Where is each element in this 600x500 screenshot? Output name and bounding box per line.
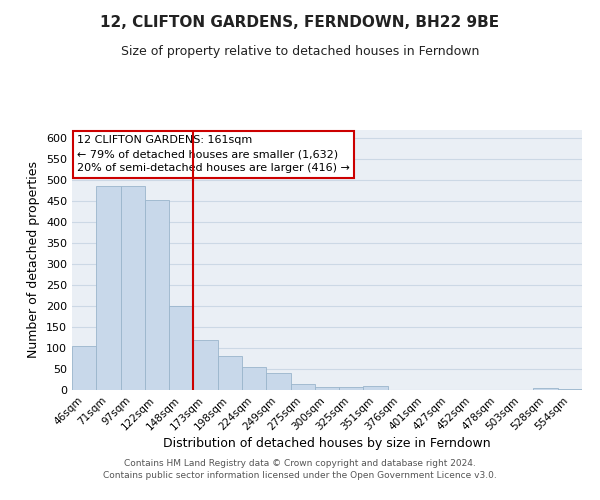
Bar (218, 356, 242, 390)
X-axis label: Distribution of detached houses by size in Ferndown: Distribution of detached houses by size … (163, 438, 491, 450)
Text: 12 CLIFTON GARDENS: 161sqm
← 79% of detached houses are smaller (1,632)
20% of s: 12 CLIFTON GARDENS: 161sqm ← 79% of deta… (77, 135, 350, 173)
Bar (145, 200, 169, 390)
Bar (72, 346, 96, 390)
Bar (266, 373, 290, 390)
Bar (193, 340, 218, 390)
Bar (121, 186, 145, 390)
Bar (169, 306, 193, 390)
Bar (558, 388, 582, 390)
Bar (242, 366, 266, 390)
Bar (315, 386, 339, 390)
Bar (96, 186, 121, 390)
Bar (533, 388, 558, 390)
Bar (339, 386, 364, 390)
Text: Size of property relative to detached houses in Ferndown: Size of property relative to detached ho… (121, 45, 479, 58)
Y-axis label: Number of detached properties: Number of detached properties (28, 162, 40, 358)
Text: Contains HM Land Registry data © Crown copyright and database right 2024.
Contai: Contains HM Land Registry data © Crown c… (103, 458, 497, 480)
Bar (364, 386, 388, 390)
Text: 12, CLIFTON GARDENS, FERNDOWN, BH22 9BE: 12, CLIFTON GARDENS, FERNDOWN, BH22 9BE (100, 15, 500, 30)
Bar (290, 384, 315, 390)
